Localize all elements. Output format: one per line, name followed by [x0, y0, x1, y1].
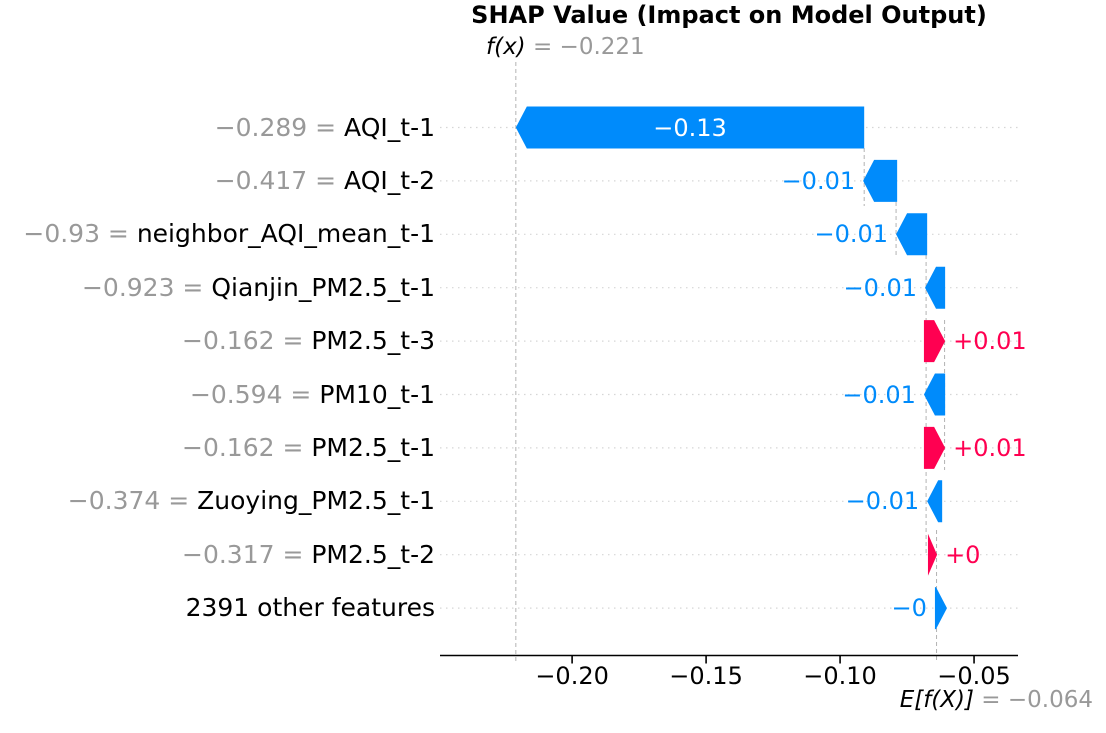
shap-value-label: +0: [945, 540, 981, 569]
chart-title: SHAP Value (Impact on Model Output): [471, 1, 987, 29]
shap-bar: [896, 213, 928, 256]
feature-value: −0.923 =: [81, 272, 212, 302]
feature-value: −0.93 =: [23, 219, 137, 249]
feature-value: −0.162 =: [182, 326, 312, 356]
fx-symbol: f(x): [486, 34, 526, 60]
feature-name: 2391 other features: [185, 593, 435, 623]
fx-value: = −0.221: [525, 34, 645, 60]
shap-value-label: −0.01: [781, 166, 856, 195]
feature-value: −0.289 =: [214, 112, 345, 142]
feature-name: AQI_t-2: [344, 165, 435, 195]
feature-label: −0.317 = PM2.5_t-2: [0, 539, 435, 571]
feature-name: Zuoying_PM2.5_t-1: [197, 486, 435, 516]
x-tick-label: −0.10: [803, 662, 877, 690]
feature-label: −0.417 = AQI_t-2: [0, 165, 435, 197]
shap-bar: [927, 480, 943, 523]
shap-value-label: −0.01: [845, 487, 920, 516]
feature-name: PM10_t-1: [319, 379, 435, 409]
feature-value: −0.162 =: [182, 432, 312, 462]
fx-annotation: f(x) = −0.221: [486, 34, 645, 60]
shap-value-label: +0.01: [953, 327, 1027, 356]
shap-bar: [863, 159, 898, 202]
shap-bar: [923, 373, 946, 416]
feature-label: −0.93 = neighbor_AQI_mean_t-1: [0, 218, 435, 250]
feature-label: 2391 other features: [0, 592, 435, 624]
shap-value-label: −0.13: [653, 113, 727, 142]
feature-name: Qianjin_PM2.5_t-1: [211, 272, 435, 302]
shap-bar: [923, 426, 946, 469]
shap-bar: [925, 266, 946, 309]
x-tick-label: −0.15: [669, 662, 743, 690]
x-tick-label: −0.05: [937, 662, 1011, 690]
shap-value-label: −0.01: [842, 380, 916, 409]
shap-bar: [923, 320, 946, 363]
feature-label: −0.289 = AQI_t-1: [0, 112, 435, 144]
shap-value-label: +0.01: [953, 433, 1027, 462]
feature-value: −0.417 =: [214, 165, 345, 195]
shap-value-label: −0.01: [814, 220, 889, 249]
feature-label: −0.162 = PM2.5_t-3: [0, 325, 435, 357]
feature-label: −0.923 = Qianjin_PM2.5_t-1: [0, 272, 435, 304]
feature-label: −0.162 = PM2.5_t-1: [0, 432, 435, 464]
shap-value-label: −0: [891, 594, 927, 623]
feature-value: −0.594 =: [189, 379, 320, 409]
feature-label: −0.594 = PM10_t-1: [0, 379, 435, 411]
shap-value-label: −0.01: [843, 273, 918, 302]
feature-value: −0.374 =: [67, 486, 198, 516]
x-tick-label: −0.20: [535, 662, 609, 690]
feature-name: PM2.5_t-3: [311, 326, 435, 356]
feature-label: −0.374 = Zuoying_PM2.5_t-1: [0, 485, 435, 517]
feature-name: AQI_t-1: [344, 112, 435, 142]
shap-bar: [515, 106, 865, 149]
ef-value: = −0.064: [973, 687, 1093, 713]
ef-annotation: E[f(X)] = −0.064: [693, 687, 1093, 713]
shap-bar: [934, 587, 947, 630]
feature-name: neighbor_AQI_mean_t-1: [136, 219, 435, 249]
feature-value: −0.317 =: [182, 539, 312, 569]
ef-symbol: E[f(X)]: [899, 687, 974, 713]
feature-name: PM2.5_t-2: [311, 539, 435, 569]
shap-bar: [927, 533, 938, 576]
feature-name: PM2.5_t-1: [311, 432, 435, 462]
